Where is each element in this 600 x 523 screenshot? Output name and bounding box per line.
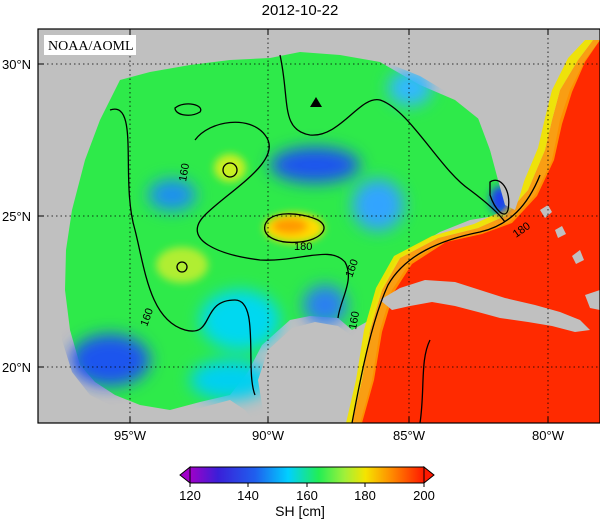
colorbar: 120 140 160 180 200: [179, 465, 435, 503]
contour-small-north: [174, 103, 202, 116]
credit-label: NOAA/AOML: [48, 39, 134, 54]
high-eddy-center: [272, 218, 308, 234]
colorbar-tick-200: 200: [413, 488, 435, 503]
contour-florida: [489, 179, 510, 215]
colorbar-tick-160: 160: [296, 488, 318, 503]
station-marker-triangle: [310, 97, 322, 107]
low-eddy-southwest: [70, 334, 150, 386]
map-title: 2012-10-22: [261, 2, 339, 19]
colorbar-low-arrow: [179, 465, 191, 485]
low-eddy-central: [270, 147, 360, 183]
contour-eddy-ring-north: [222, 162, 238, 178]
land-cuba: [380, 280, 590, 332]
land-hispaniola: [585, 290, 600, 310]
cyan-area-south: [190, 360, 270, 400]
frame-ticks: [38, 29, 549, 423]
map-frame: [37, 28, 600, 424]
colorbar-high-arrow: [423, 465, 435, 485]
land-north-coast: [38, 29, 600, 423]
lat-tick-25: 25°N: [2, 209, 31, 224]
land-florida: [476, 55, 530, 210]
contour-label-160-a: 160: [177, 162, 192, 182]
colorbar-tick-140: 140: [237, 488, 259, 503]
lon-tick-85: 85°W: [393, 428, 426, 443]
colorbar-tick-120: 120: [179, 488, 201, 503]
high-eddy-southwest: [156, 247, 208, 283]
land-bahamas: [540, 205, 584, 264]
lon-tick-95: 95°W: [114, 428, 147, 443]
contour-label-160-b: 160: [139, 307, 157, 328]
lon-tick-80: 80°W: [532, 428, 565, 443]
caribbean-sea-field: [360, 40, 600, 423]
colorbar-title: SH [cm]: [275, 503, 325, 519]
contour-label-160-c: 160: [344, 258, 362, 279]
lat-tick-20: 20°N: [2, 360, 31, 375]
warm-boundary-band: [352, 40, 600, 423]
contour-180-loop-current: [351, 174, 541, 423]
contour-label-180-eddy: 180: [294, 241, 312, 253]
cyan-area-mid: [200, 290, 280, 350]
contour-eddy-ring-south: [176, 261, 188, 273]
graticule: [38, 29, 600, 423]
contour-180-eddy: [264, 213, 325, 244]
land-yucatan: [258, 322, 356, 423]
low-eddy-north: [388, 70, 432, 106]
colorbar-tick-180: 180: [354, 488, 376, 503]
credit-box: [44, 35, 136, 55]
lat-tick-30: 30°N: [2, 57, 31, 72]
low-eddy-west: [148, 179, 196, 211]
contour-label-160-d: 160: [347, 310, 362, 330]
low-eddy-south: [303, 285, 347, 325]
contour-160-north: [279, 54, 506, 223]
high-eddy-north: [214, 154, 246, 182]
contour-lines: [109, 54, 541, 423]
colorbar-gradient: [189, 466, 425, 484]
contour-160-west: [109, 108, 256, 396]
contour-160-central: [194, 121, 350, 319]
low-eddy-east: [352, 179, 404, 231]
contour-caribbean: [419, 339, 431, 423]
lon-tick-90: 90°W: [252, 428, 285, 443]
